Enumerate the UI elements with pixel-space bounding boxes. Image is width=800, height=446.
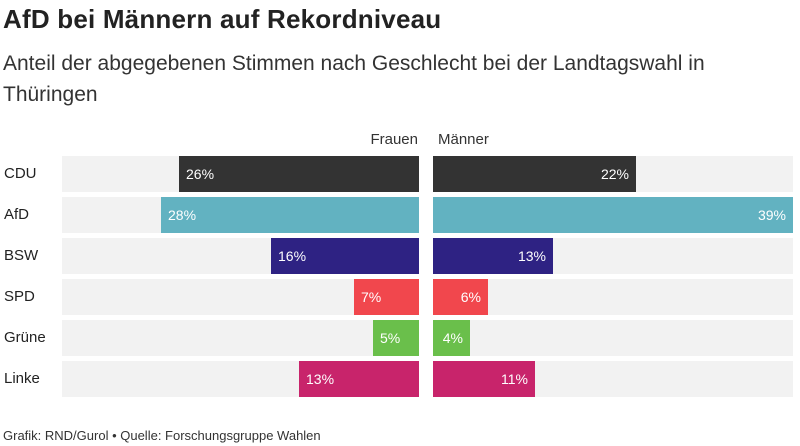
value-label-frauen-linke: 13% — [306, 371, 335, 387]
value-label-maenner-afd: 39% — [757, 207, 786, 223]
bar-maenner-spd — [433, 279, 488, 315]
bar-frauen-linke — [299, 361, 419, 397]
value-label-maenner-bsw: 13% — [517, 248, 546, 264]
bar-maenner-cdu — [433, 156, 636, 192]
value-label-maenner-gruene: 4% — [442, 330, 463, 346]
value-label-maenner-linke: 11% — [501, 371, 528, 387]
value-label-maenner-cdu: 22% — [600, 166, 629, 182]
bar-maenner-afd — [433, 197, 793, 233]
series-label-frauen: Frauen — [370, 131, 418, 148]
category-label-bsw: BSW — [4, 247, 39, 264]
bar-frauen-spd — [354, 279, 419, 315]
value-label-frauen-bsw: 16% — [278, 248, 307, 264]
category-label-afd: AfD — [4, 206, 30, 223]
bar-frauen-gruene — [373, 320, 419, 356]
bar-maenner-bsw — [433, 238, 553, 274]
value-label-frauen-spd: 7% — [361, 289, 382, 305]
bar-maenner-gruene — [433, 320, 470, 356]
category-label-spd: SPD — [4, 288, 35, 305]
series-label-maenner: Männer — [438, 131, 489, 148]
value-label-maenner-spd: 6% — [460, 289, 481, 305]
chart-title: AfD bei Männern auf Rekordniveau — [3, 4, 442, 34]
category-label-linke: Linke — [4, 370, 40, 387]
bar-maenner-linke — [433, 361, 535, 397]
value-label-frauen-afd: 28% — [168, 207, 197, 223]
category-label-gruene: Grüne — [4, 329, 46, 346]
value-label-frauen-gruene: 5% — [380, 330, 401, 346]
track-maenner-spd — [433, 279, 793, 315]
value-label-frauen-cdu: 26% — [186, 166, 215, 182]
chart-subtitle: Anteil der abgegebenen Stimmen nach Gesc… — [3, 52, 705, 106]
source-note: Grafik: RND/Gurol • Quelle: Forschungsgr… — [3, 428, 321, 443]
track-frauen-gruene — [62, 320, 419, 356]
bar-frauen-afd — [161, 197, 419, 233]
bar-frauen-bsw — [271, 238, 419, 274]
track-maenner-gruene — [433, 320, 793, 356]
category-label-cdu: CDU — [4, 165, 37, 182]
bar-frauen-cdu — [179, 156, 419, 192]
